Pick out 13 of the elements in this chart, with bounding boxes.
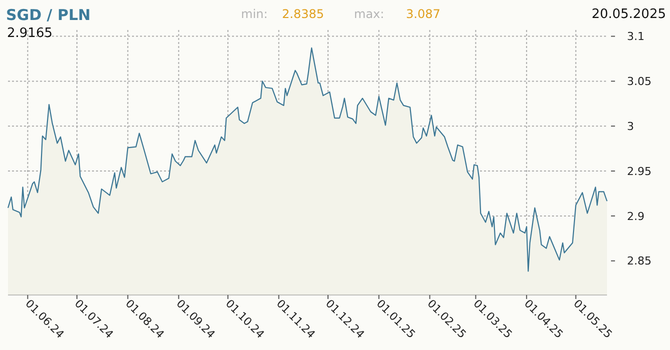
y-tick-label: 2.95 — [627, 164, 652, 178]
y-tick-label: 3.1 — [627, 30, 644, 44]
y-tick-label: 2.9 — [627, 210, 644, 223]
chart-title: SGD / PLN — [6, 6, 91, 24]
text: 20.05.2025 — [592, 7, 666, 22]
y-tick-label: 3.05 — [627, 75, 652, 88]
annotation: 2.9165 — [7, 26, 52, 41]
text: 3.087 — [406, 7, 440, 21]
text: 2.8385 — [282, 7, 324, 21]
y-tick-label: 3 — [627, 120, 634, 133]
text: max: — [354, 7, 384, 21]
text: min: — [241, 7, 268, 21]
y-tick-label: 2.85 — [627, 254, 652, 268]
